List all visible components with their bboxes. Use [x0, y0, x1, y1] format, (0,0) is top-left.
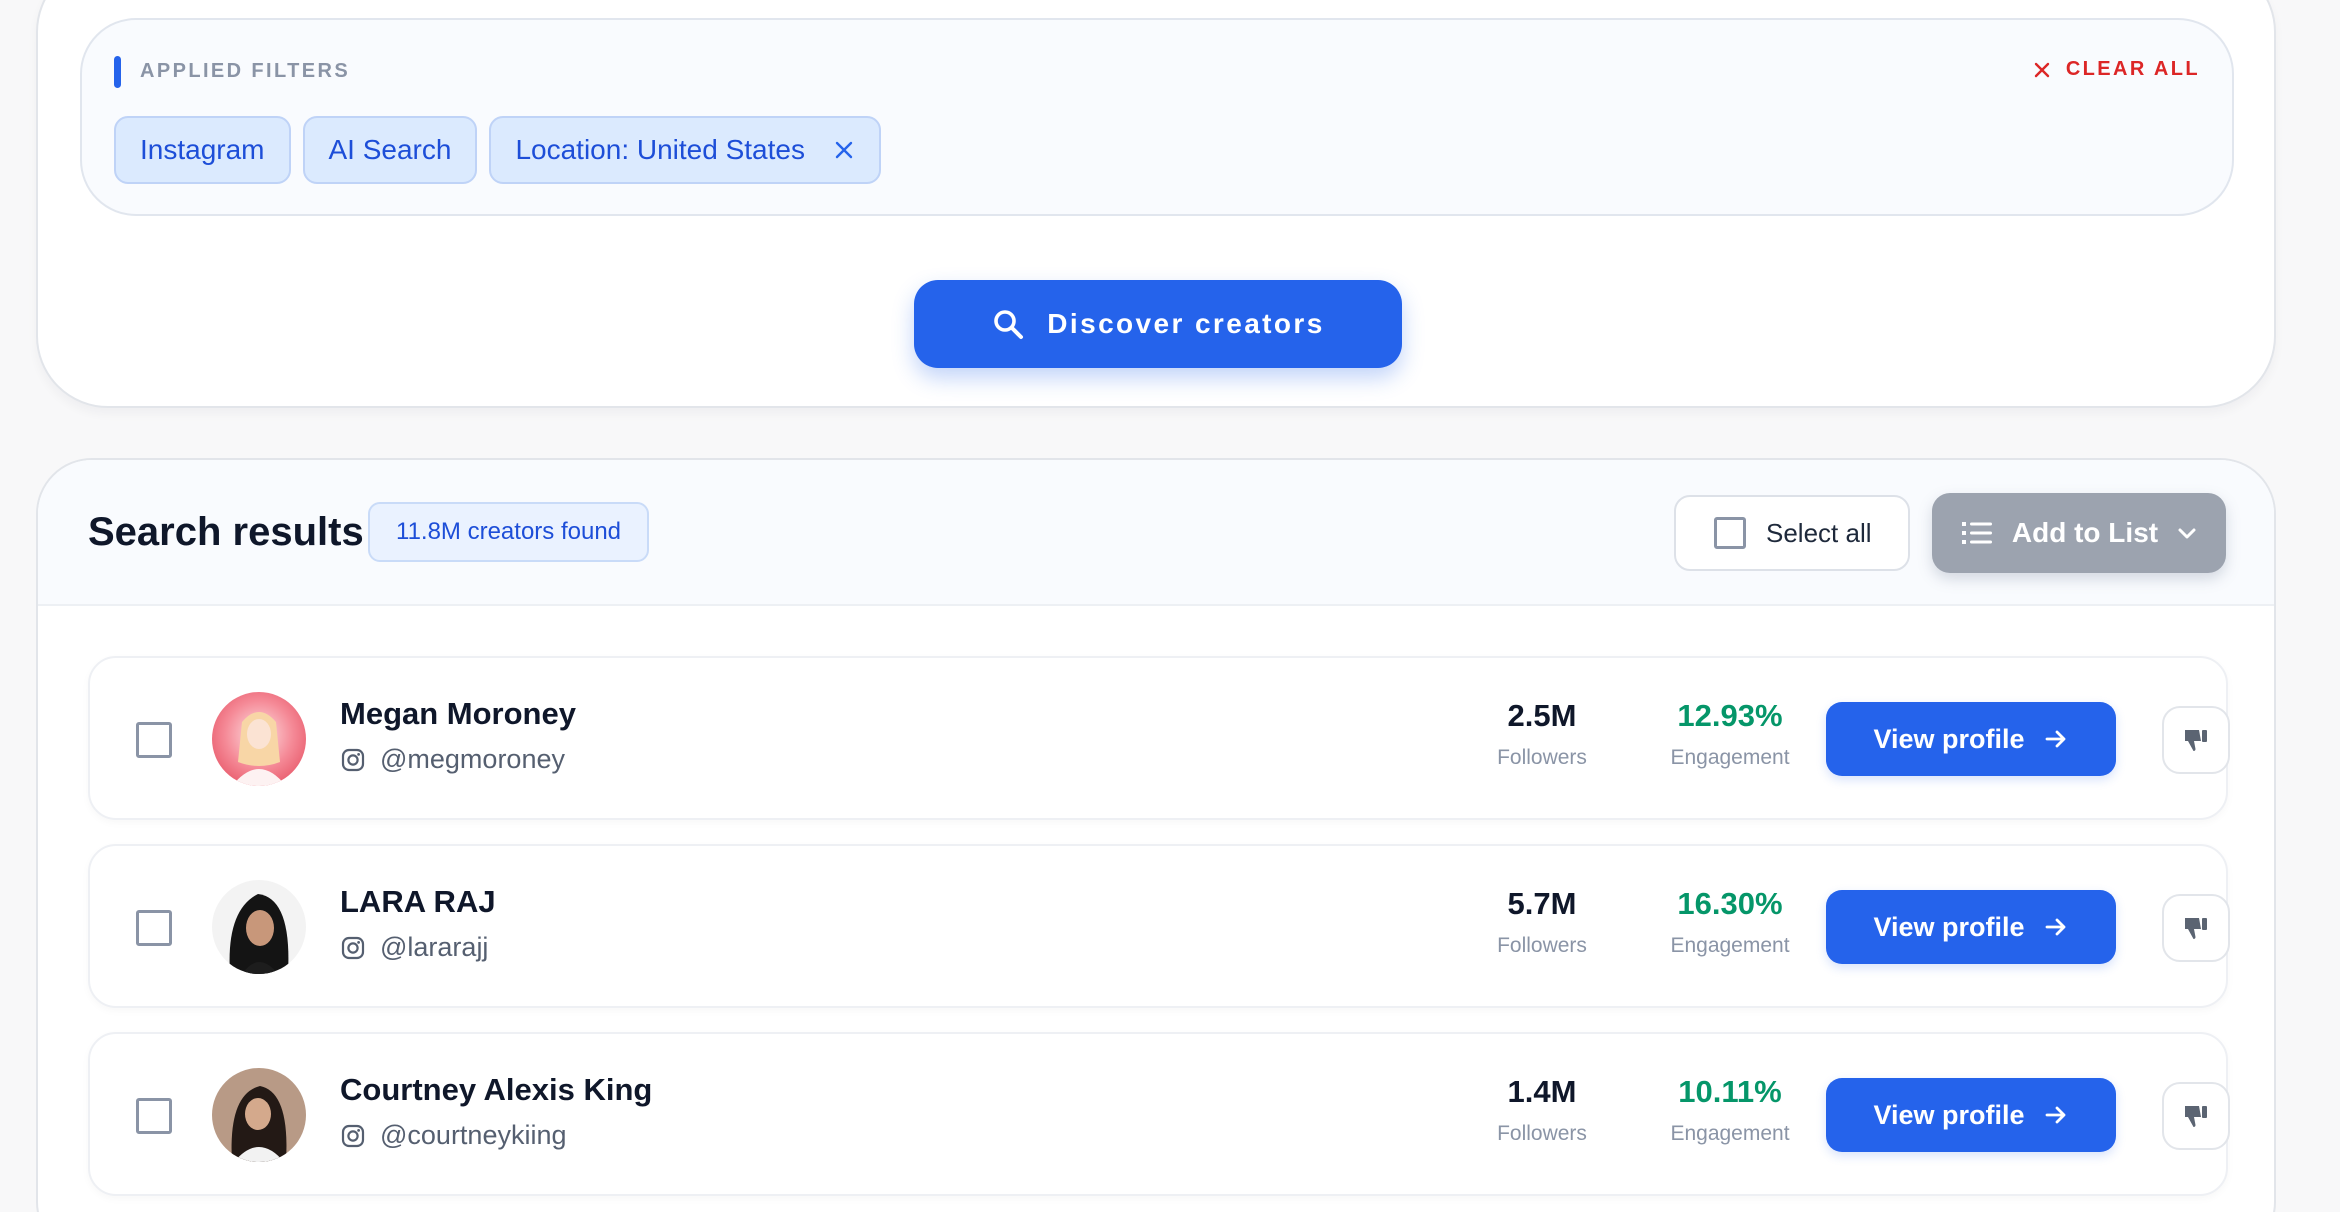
creator-handle-text: @megmoroney — [380, 744, 565, 774]
followers-stat: 1.4M Followers — [1462, 1074, 1622, 1146]
creator-select-checkbox[interactable] — [136, 910, 172, 946]
filters-accent-bar — [114, 56, 121, 88]
discover-creators-label: Discover creators — [1047, 308, 1325, 339]
search-icon — [994, 310, 1024, 339]
instagram-icon — [341, 1124, 365, 1147]
filter-chip-label: Location: United States — [515, 134, 805, 165]
filter-chip-label: AI Search — [328, 134, 452, 165]
creator-row: Courtney Alexis King @courtneykiing 1.4M… — [88, 1032, 2230, 1196]
arrow-right-icon — [2045, 1106, 2065, 1124]
creator-row: LARA RAJ @lararajj 5.7M Followers 16.30%… — [88, 844, 2230, 1008]
engagement-label: Engagement — [1670, 1122, 1790, 1145]
avatar[interactable] — [212, 692, 306, 786]
view-profile-button[interactable]: View profile — [1826, 1078, 2116, 1152]
engagement-stat: 16.30% Engagement — [1630, 886, 1830, 958]
engagement-value: 10.11% — [1678, 1074, 1782, 1109]
add-to-list-button[interactable]: Add to List — [1932, 493, 2226, 573]
creator-handle-text: @courtneykiing — [380, 1120, 567, 1150]
clear-all-button[interactable]: CLEAR ALL — [2032, 58, 2200, 81]
creator-name[interactable]: Megan Moroney — [340, 696, 576, 731]
filter-chip-location[interactable]: Location: United States — [489, 116, 881, 184]
add-to-list-label: Add to List — [2011, 517, 2159, 548]
search-panel: APPLIED FILTERS CLEAR ALL Instagram AI S… — [36, 0, 2276, 408]
creator-name[interactable]: LARA RAJ — [340, 884, 496, 919]
arrow-right-icon — [2045, 730, 2065, 748]
results-panel: Search results 11.8M creators found Sele… — [36, 458, 2276, 1212]
list-icon — [1961, 522, 1992, 544]
select-all-button[interactable]: Select all — [1674, 495, 1910, 571]
close-icon — [2034, 62, 2050, 77]
thumbs-down-icon — [2185, 730, 2207, 751]
select-all-checkbox[interactable] — [1714, 517, 1746, 549]
creator-select-checkbox[interactable] — [136, 722, 172, 758]
clear-all-label: CLEAR ALL — [2065, 58, 2200, 80]
engagement-stat: 10.11% Engagement — [1630, 1074, 1830, 1146]
filter-chip-label: Instagram — [140, 134, 265, 165]
thumbs-down-icon — [2185, 1106, 2207, 1127]
followers-label: Followers — [1497, 746, 1587, 769]
followers-label: Followers — [1497, 1122, 1587, 1145]
results-header: Search results 11.8M creators found Sele… — [38, 460, 2274, 606]
chevron-down-icon — [2178, 528, 2196, 539]
view-profile-button[interactable]: View profile — [1826, 890, 2116, 964]
filter-chips: Instagram AI Search Location: United Sta… — [114, 116, 881, 184]
engagement-label: Engagement — [1670, 934, 1790, 957]
select-all-label: Select all — [1766, 517, 1872, 548]
followers-value: 2.5M — [1507, 698, 1577, 733]
results-count-badge: 11.8M creators found — [368, 502, 650, 562]
creator-row: Megan Moroney @megmoroney 2.5M Followers… — [88, 656, 2230, 820]
view-profile-label: View profile — [1873, 723, 2025, 754]
creator-select-checkbox[interactable] — [136, 1098, 172, 1134]
arrow-right-icon — [2045, 918, 2065, 936]
engagement-stat: 12.93% Engagement — [1630, 698, 1830, 770]
results-list: Megan Moroney @megmoroney 2.5M Followers… — [88, 656, 2230, 1212]
engagement-label: Engagement — [1670, 746, 1790, 769]
results-title: Search results — [88, 510, 364, 554]
remove-filter-icon[interactable] — [833, 139, 855, 161]
engagement-value: 16.30% — [1677, 886, 1783, 921]
followers-value: 1.4M — [1507, 1074, 1577, 1109]
view-profile-label: View profile — [1873, 911, 2025, 942]
creator-handle: @courtneykiing — [340, 1120, 567, 1151]
followers-value: 5.7M — [1507, 886, 1577, 921]
avatar[interactable] — [212, 880, 306, 974]
filter-chip-ai-search[interactable]: AI Search — [302, 116, 478, 184]
view-profile-label: View profile — [1873, 1099, 2025, 1130]
creator-name[interactable]: Courtney Alexis King — [340, 1072, 653, 1107]
thumbs-down-icon — [2185, 918, 2207, 939]
dislike-button[interactable] — [2162, 1082, 2230, 1150]
followers-stat: 2.5M Followers — [1462, 698, 1622, 770]
instagram-icon — [341, 936, 365, 959]
creator-handle-text: @lararajj — [380, 932, 489, 962]
applied-filters-heading: APPLIED FILTERS — [140, 60, 351, 82]
instagram-icon — [341, 748, 365, 771]
creator-handle: @lararajj — [340, 932, 488, 963]
dislike-button[interactable] — [2162, 706, 2230, 774]
view-profile-button[interactable]: View profile — [1826, 702, 2116, 776]
applied-filters-panel: APPLIED FILTERS CLEAR ALL Instagram AI S… — [80, 18, 2234, 216]
dislike-button[interactable] — [2162, 894, 2230, 962]
filter-chip-instagram[interactable]: Instagram — [114, 116, 291, 184]
engagement-value: 12.93% — [1677, 698, 1783, 733]
followers-stat: 5.7M Followers — [1462, 886, 1622, 958]
avatar[interactable] — [212, 1068, 306, 1162]
creator-handle: @megmoroney — [340, 744, 565, 775]
followers-label: Followers — [1497, 934, 1587, 957]
discover-creators-button[interactable]: Discover creators — [914, 280, 1402, 368]
